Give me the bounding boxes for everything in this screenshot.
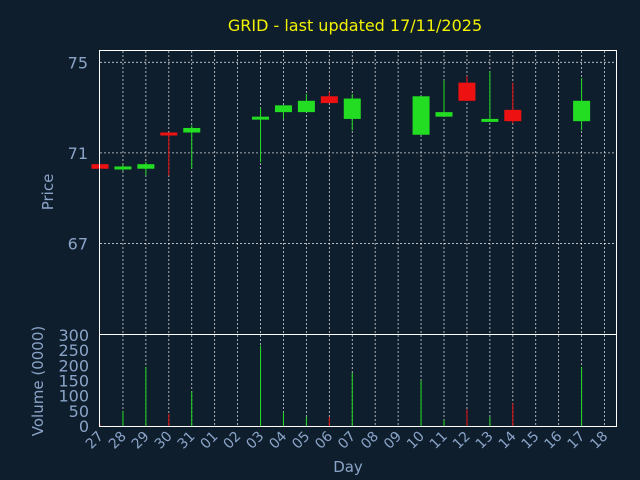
price-tick-label: 71 (68, 144, 88, 163)
candle-body (114, 166, 132, 170)
day-tick-label: 06 (312, 428, 336, 452)
volume-tick-label: 0 (79, 417, 89, 436)
day-tick-label: 04 (266, 428, 290, 452)
day-tick-label: 03 (243, 429, 267, 453)
day-tick-label: 09 (381, 429, 405, 453)
price-tick-labels: 67717579 (68, 53, 88, 253)
day-tick-label: 18 (587, 429, 611, 453)
volume-tick-label: 100 (58, 387, 89, 406)
candle-body (252, 116, 270, 120)
volume-tick-label: 150 (58, 372, 89, 391)
candles (91, 71, 591, 176)
day-tick-label: 17 (565, 429, 589, 453)
day-tick-label: 30 (152, 429, 176, 453)
day-tick-label: 02 (221, 429, 245, 453)
price-tick-label: 67 (68, 234, 88, 253)
chart-title: GRID - last updated 17/11/2025 (228, 16, 482, 35)
candle-body (481, 118, 499, 122)
day-tick-label: 08 (358, 429, 382, 453)
volume-tick-label: 50 (69, 402, 89, 421)
day-tick-label: 14 (496, 428, 520, 452)
volume-tick-label: 250 (58, 341, 89, 360)
price-axis-label: Price (39, 174, 57, 211)
candle-body (320, 96, 338, 104)
day-tick-label: 13 (473, 429, 497, 453)
candle-body (183, 127, 201, 133)
day-tick-label: 11 (427, 429, 451, 453)
candle-body (435, 112, 453, 117)
volume-panel-frame (99, 334, 617, 427)
day-tick-label: 07 (335, 429, 359, 453)
volume-tick-label: 200 (58, 356, 89, 375)
price-panel-frame (99, 50, 617, 335)
day-tick-labels: 27 28 29 30 31 01 02 03 04 05 06 07 08 09 10 11 12 13 14 15… (83, 428, 611, 452)
day-tick-label: 12 (450, 429, 474, 453)
x-axis-label: Day (333, 458, 363, 476)
price-tick-label: 75 (68, 53, 88, 72)
volume-grid (122, 335, 605, 426)
day-tick-label: 05 (289, 429, 313, 453)
candle-body (343, 98, 361, 119)
day-tick-label: 16 (542, 428, 566, 452)
day-tick-label: 01 (198, 429, 222, 453)
candle-body (274, 105, 292, 113)
candle-body (412, 96, 430, 135)
day-tick-label: 29 (129, 429, 153, 453)
day-tick-label: 10 (404, 429, 428, 453)
price-grid (100, 51, 616, 334)
candle-body (160, 132, 178, 136)
volume-bars (99, 345, 583, 426)
candle-body (137, 164, 155, 169)
day-tick-label: 15 (519, 429, 543, 453)
volume-tick-label: 300 (58, 326, 89, 345)
candle-body (458, 82, 476, 101)
day-tick-label: 28 (106, 429, 130, 453)
volume-axis-label: Volume (0000) (29, 326, 47, 436)
day-tick-label: 31 (175, 429, 199, 453)
candle-body (573, 100, 591, 122)
candle-body (297, 100, 315, 113)
candle-body (504, 109, 522, 122)
